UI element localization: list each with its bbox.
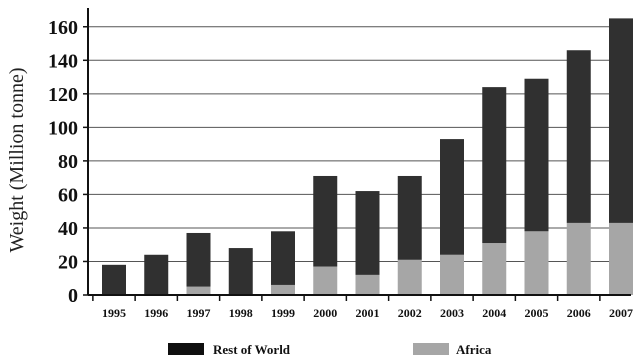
- y-tick-label-60: 60: [58, 184, 78, 206]
- x-tick-label-1995: 1995: [102, 306, 126, 320]
- bar-africa-1999: [271, 284, 295, 295]
- y-tick-label-120: 120: [48, 84, 78, 106]
- legend-swatch-africa: [413, 343, 449, 355]
- bar-africa-1997: [186, 286, 211, 295]
- y-tick-label-40: 40: [58, 218, 78, 240]
- bar-rest-of-world-2004: [482, 87, 507, 244]
- x-tick-label-2007: 2007: [609, 306, 633, 320]
- legend-swatch-rest-of-world: [168, 343, 204, 355]
- bar-rest-of-world-1997: [186, 232, 211, 287]
- x-tick-label-1996: 1996: [144, 306, 168, 320]
- bar-rest-of-world-1996: [144, 254, 169, 295]
- bar-rest-of-world-2005: [524, 78, 549, 232]
- bar-series: [102, 18, 633, 295]
- bar-rest-of-world-1998: [228, 248, 253, 295]
- y-tick-label-0: 0: [68, 285, 78, 307]
- y-tick-label-160: 160: [48, 17, 78, 39]
- bar-rest-of-world-2000: [313, 175, 338, 267]
- bar-rest-of-world-2002: [397, 175, 422, 260]
- x-tick-labels: 1995 1996 1997 1998 1999 2000 2001 2002 2003 2004…: [102, 306, 633, 320]
- axes: [83, 8, 631, 301]
- x-tick-label-2006: 2006: [567, 306, 591, 320]
- y-tick-label-20: 20: [58, 251, 78, 273]
- bar-africa-2005: [524, 231, 549, 295]
- x-tick-label-1997: 1997: [187, 306, 211, 320]
- bar-africa-2007: [609, 222, 633, 295]
- bar-africa-2001: [355, 274, 380, 295]
- x-tick-label-1998: 1998: [229, 306, 253, 320]
- y-axis-title: Weight (Million tonne): [6, 67, 28, 252]
- bar-rest-of-world-2001: [355, 191, 380, 275]
- bar-africa-2002: [397, 259, 422, 295]
- bar-rest-of-world-2007: [609, 18, 633, 223]
- bar-africa-2000: [313, 266, 338, 295]
- x-tick-label-1999: 1999: [271, 306, 295, 320]
- bar-africa-2006: [566, 222, 591, 295]
- x-tick-label-2004: 2004: [482, 306, 506, 320]
- legend: Rest of World Africa: [168, 342, 492, 357]
- y-tick-label-140: 140: [48, 50, 78, 72]
- x-tick-label-2001: 2001: [356, 306, 380, 320]
- bar-rest-of-world-1999: [271, 231, 295, 285]
- x-tick-label-2005: 2005: [525, 306, 549, 320]
- bar-africa-2003: [440, 254, 464, 295]
- legend-label-rest-of-world: Rest of World: [213, 342, 291, 357]
- y-tick-label-100: 100: [48, 117, 78, 139]
- bar-rest-of-world-2006: [566, 50, 591, 223]
- bar-rest-of-world-2003: [440, 139, 464, 255]
- y-tick-labels: 0 20 40 60 80 100 120 140 160: [48, 17, 78, 307]
- legend-label-africa: Africa: [456, 342, 492, 357]
- bar-rest-of-world-1995: [102, 264, 126, 295]
- bar-africa-2004: [482, 243, 507, 295]
- x-tick-label-2003: 2003: [440, 306, 464, 320]
- x-tick-label-2000: 2000: [313, 306, 337, 320]
- x-tick-label-2002: 2002: [398, 306, 422, 320]
- y-tick-label-80: 80: [58, 151, 78, 173]
